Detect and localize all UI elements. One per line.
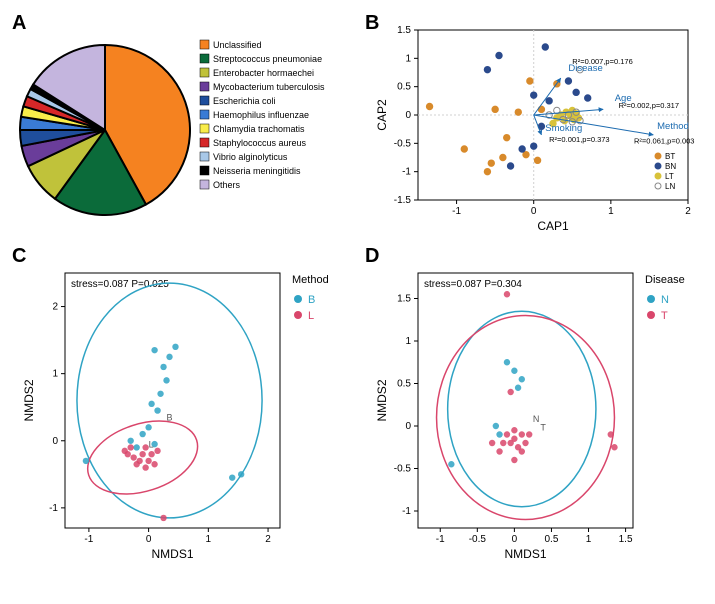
- svg-text:R²=0.061,p=0.003: R²=0.061,p=0.003: [634, 136, 694, 145]
- svg-text:Chlamydia trachomatis: Chlamydia trachomatis: [213, 124, 305, 134]
- svg-text:0.5: 0.5: [544, 534, 558, 545]
- nmds-method-plot: -1012-1012NMDS1NMDS2stress=0.087 P=0.025…: [10, 243, 355, 573]
- svg-text:NMDS1: NMDS1: [151, 547, 193, 561]
- svg-text:BT: BT: [665, 152, 675, 161]
- svg-text:1.5: 1.5: [619, 534, 633, 545]
- panel-b: B -1012-1.5-1-0.500.511.5CAP1CAP2Disease…: [363, 10, 708, 235]
- svg-text:1: 1: [405, 53, 411, 64]
- svg-text:1: 1: [608, 206, 614, 217]
- svg-text:L: L: [149, 439, 154, 449]
- svg-text:Enterobacter hormaechei: Enterobacter hormaechei: [213, 68, 314, 78]
- svg-text:Neisseria meningitidis: Neisseria meningitidis: [213, 166, 301, 176]
- svg-text:LN: LN: [665, 182, 675, 191]
- svg-text:-1: -1: [402, 167, 411, 178]
- svg-text:R²=0.001,p=0.373: R²=0.001,p=0.373: [549, 135, 609, 144]
- svg-text:1.5: 1.5: [397, 25, 411, 36]
- svg-text:-1: -1: [84, 534, 93, 545]
- nmds-disease-plot: -1 -0.5 0 0.5 1 1.5 -1 -0.5 0 0.5 1 1.5 NMDS1 NMDS2 st…: [363, 243, 708, 573]
- svg-text:T: T: [661, 310, 668, 322]
- svg-text:L: L: [308, 310, 314, 322]
- svg-text:0.5: 0.5: [397, 379, 411, 390]
- svg-text:1: 1: [405, 336, 411, 347]
- panel-c: C -1012-1012NMDS1NMDS2stress=0.087 P=0.0…: [10, 243, 355, 573]
- svg-text:-0.5: -0.5: [394, 138, 412, 149]
- cap-plot: -1012-1.5-1-0.500.511.5CAP1CAP2DiseaseR²…: [363, 10, 708, 235]
- svg-text:Smoking: Smoking: [545, 123, 582, 134]
- panel-a-label: A: [12, 12, 26, 35]
- svg-text:R²=0.002,p=0.317: R²=0.002,p=0.317: [619, 101, 679, 110]
- svg-text:CAP2: CAP2: [375, 99, 389, 131]
- svg-text:-1: -1: [402, 506, 411, 517]
- svg-text:Method: Method: [657, 121, 689, 132]
- svg-text:1: 1: [206, 534, 212, 545]
- svg-text:NMDS1: NMDS1: [504, 547, 546, 561]
- svg-text:0.5: 0.5: [397, 82, 411, 93]
- svg-text:-0.5: -0.5: [394, 464, 412, 475]
- svg-text:Unclassified: Unclassified: [213, 40, 262, 50]
- svg-text:2: 2: [52, 302, 58, 313]
- svg-text:NMDS2: NMDS2: [22, 379, 36, 421]
- svg-text:0: 0: [405, 421, 411, 432]
- panel-a: A Unclassified Streptococcus pneumoniae En…: [10, 10, 355, 235]
- panel-b-label: B: [365, 12, 379, 35]
- svg-text:1.5: 1.5: [397, 294, 411, 305]
- panel-d-label: D: [365, 245, 379, 268]
- panel-d: D -1 -0.5 0 0.5 1 1.5 -1 -0.5 0 0.5 1 1.5 NMDS1 NMDS2…: [363, 243, 708, 573]
- svg-text:0: 0: [531, 206, 537, 217]
- svg-text:1: 1: [586, 534, 592, 545]
- svg-text:N: N: [661, 294, 669, 306]
- svg-text:NMDS2: NMDS2: [375, 379, 389, 421]
- svg-text:Others: Others: [213, 180, 241, 190]
- svg-text:Escherichia coli: Escherichia coli: [213, 96, 276, 106]
- svg-text:0: 0: [405, 110, 411, 121]
- pie-chart: Unclassified Streptococcus pneumoniae Ente…: [10, 10, 355, 235]
- svg-text:-1: -1: [452, 206, 461, 217]
- svg-text:Disease: Disease: [645, 274, 685, 286]
- svg-text:-1: -1: [49, 503, 58, 514]
- svg-text:Method: Method: [292, 274, 329, 286]
- svg-text:2: 2: [265, 534, 271, 545]
- svg-text:0: 0: [146, 534, 152, 545]
- svg-text:N: N: [533, 414, 540, 424]
- svg-text:Mycobacterium tuberculosis: Mycobacterium tuberculosis: [213, 82, 325, 92]
- svg-text:B: B: [308, 294, 315, 306]
- figure-grid: A Unclassified Streptococcus pneumoniae En…: [10, 10, 705, 573]
- svg-text:-1: -1: [436, 534, 445, 545]
- svg-text:2: 2: [685, 206, 691, 217]
- svg-text:-0.5: -0.5: [469, 534, 487, 545]
- svg-text:-1.5: -1.5: [394, 195, 412, 206]
- svg-text:CAP1: CAP1: [537, 219, 569, 233]
- svg-text:0: 0: [512, 534, 518, 545]
- svg-text:LT: LT: [665, 172, 674, 181]
- svg-text:R²=0.007,p=0.176: R²=0.007,p=0.176: [572, 57, 632, 66]
- svg-text:0: 0: [52, 436, 58, 447]
- svg-text:Vibrio alginolyticus: Vibrio alginolyticus: [213, 152, 288, 162]
- svg-text:Streptococcus pneumoniae: Streptococcus pneumoniae: [213, 54, 322, 64]
- svg-text:T: T: [540, 422, 546, 432]
- svg-text:BN: BN: [665, 162, 676, 171]
- svg-text:Staphylococcus aureus: Staphylococcus aureus: [213, 138, 307, 148]
- svg-text:Haemophilus influenzae: Haemophilus influenzae: [213, 110, 309, 120]
- svg-text:stress=0.087 P=0.304: stress=0.087 P=0.304: [424, 279, 522, 290]
- svg-text:1: 1: [52, 369, 58, 380]
- panel-c-label: C: [12, 245, 26, 268]
- svg-text:B: B: [167, 413, 173, 423]
